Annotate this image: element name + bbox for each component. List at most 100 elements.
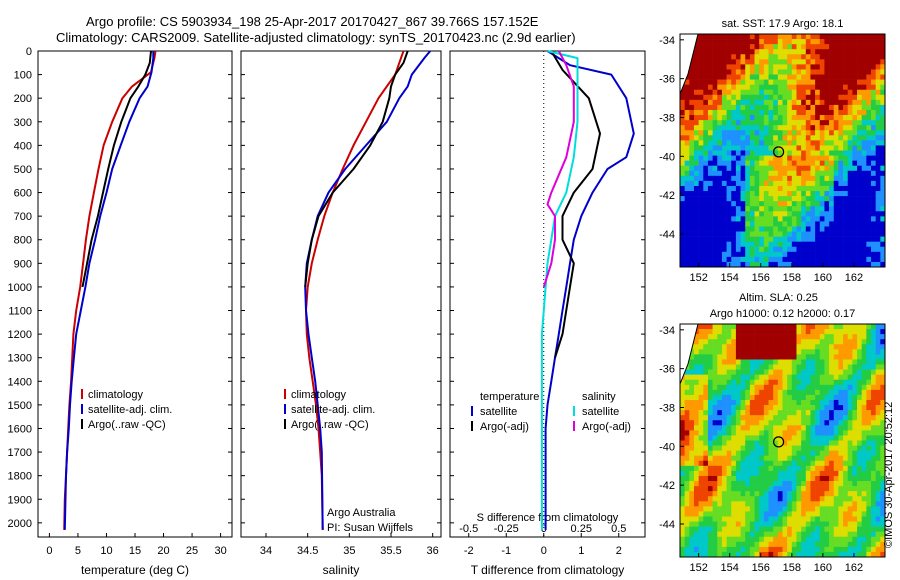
map-cell xyxy=(801,450,807,456)
map-cell xyxy=(871,369,876,375)
map-cell xyxy=(721,140,727,146)
map-cell xyxy=(829,359,835,365)
map-cell xyxy=(717,206,723,212)
map-cell xyxy=(740,160,746,166)
map-cell xyxy=(805,521,811,527)
map-cell xyxy=(829,405,835,411)
map-cell xyxy=(693,425,699,431)
map-cell xyxy=(866,516,872,522)
map-cell xyxy=(819,324,825,330)
map-cell xyxy=(875,109,881,116)
map-cell xyxy=(833,155,839,161)
map-cell xyxy=(731,394,737,401)
map-cell xyxy=(754,425,760,431)
map-cell xyxy=(749,206,755,212)
map-cell xyxy=(721,521,727,527)
map-cell xyxy=(880,104,886,111)
map-cell xyxy=(712,170,718,177)
y-tick-label: 1500 xyxy=(8,400,32,412)
map-cell xyxy=(684,470,690,477)
map-cell xyxy=(787,481,793,487)
map-cell xyxy=(698,170,704,177)
map-cell xyxy=(810,460,816,467)
map-cell xyxy=(791,430,797,436)
map-cell xyxy=(768,69,774,75)
map-cell xyxy=(768,130,774,136)
map-cell xyxy=(740,410,746,416)
map-cell xyxy=(745,74,751,80)
map-cell xyxy=(754,470,760,477)
map-cell xyxy=(866,475,872,482)
map-cell xyxy=(810,415,816,421)
map-cell xyxy=(866,94,872,101)
map-cell xyxy=(796,145,802,151)
map-cell xyxy=(838,196,844,202)
map-cell xyxy=(801,384,807,391)
map-cell xyxy=(684,465,690,472)
map-cell xyxy=(680,470,685,477)
map-cell xyxy=(829,104,835,111)
map-cell xyxy=(712,349,718,355)
map-cell xyxy=(773,349,779,355)
map-cell xyxy=(731,486,737,492)
map-cell xyxy=(815,261,821,268)
map-cell xyxy=(684,516,690,522)
map-cell xyxy=(810,39,816,45)
map-cell xyxy=(735,324,741,330)
map-cell xyxy=(684,440,690,446)
map-cell xyxy=(749,69,755,75)
map-cell xyxy=(801,261,807,268)
map-cell xyxy=(801,405,807,411)
map-cell xyxy=(880,155,886,161)
map-cell xyxy=(735,34,741,40)
map-cell xyxy=(824,120,830,126)
map-cell xyxy=(731,339,737,345)
map-cell xyxy=(684,185,690,192)
map-cell xyxy=(735,160,741,166)
map-cell xyxy=(880,455,886,462)
map-cell xyxy=(815,115,821,121)
map-cell xyxy=(731,125,737,131)
map-cell xyxy=(749,130,755,136)
map-cell xyxy=(796,84,802,91)
map-cell xyxy=(861,481,867,487)
map-cell xyxy=(810,425,816,431)
map-cell xyxy=(871,211,876,217)
map-cell xyxy=(857,374,863,381)
map-cell xyxy=(861,491,867,497)
map-cell xyxy=(745,481,751,487)
map-cell xyxy=(815,89,821,96)
map-cell xyxy=(703,246,709,253)
map-cell xyxy=(698,405,704,411)
map-cell xyxy=(819,211,825,217)
map-cell xyxy=(782,334,788,340)
map-cell xyxy=(726,140,732,146)
map-cell xyxy=(815,425,821,431)
map-cell xyxy=(773,69,779,75)
map-cell xyxy=(782,491,788,497)
map-y-tick-label: -42 xyxy=(659,480,675,492)
map-cell xyxy=(707,231,713,237)
map-cell xyxy=(815,130,821,136)
map-cell xyxy=(735,256,741,263)
map-cell xyxy=(791,211,797,217)
map-cell xyxy=(782,349,788,355)
map-cell xyxy=(745,511,751,517)
map-cell xyxy=(768,155,774,161)
map-cell xyxy=(684,196,690,202)
map-cell xyxy=(768,135,774,141)
map-cell xyxy=(726,491,732,497)
map-cell xyxy=(763,460,769,467)
legend-title: salinity xyxy=(582,391,616,403)
map-cell xyxy=(707,551,713,558)
map-cell xyxy=(721,104,727,111)
map-cell xyxy=(689,349,695,355)
map-cell xyxy=(703,475,709,482)
map-cell xyxy=(805,531,811,538)
map-cell xyxy=(698,410,704,416)
map-cell xyxy=(754,334,760,340)
map-cell xyxy=(740,135,746,141)
legend-title: temperature xyxy=(480,391,539,403)
map-cell xyxy=(824,34,830,40)
map-cell xyxy=(689,120,695,126)
